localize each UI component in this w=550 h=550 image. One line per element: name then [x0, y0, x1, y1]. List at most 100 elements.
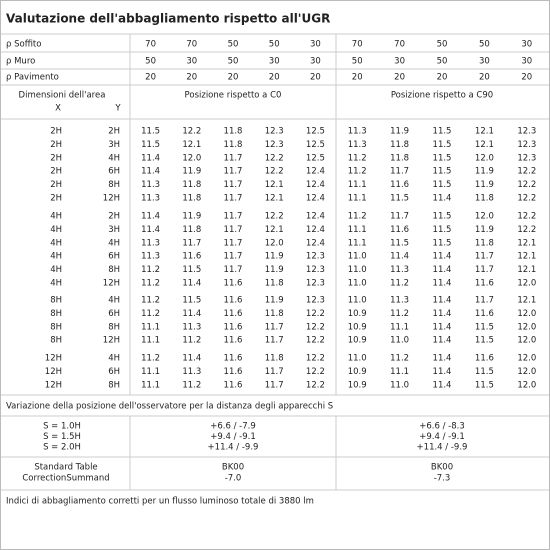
y-header: Y	[114, 104, 121, 114]
ugr-value: 12.3	[306, 296, 325, 306]
ugr-value: 12.3	[306, 265, 325, 275]
ugr-value: 11.8	[265, 279, 284, 289]
area-y: 6H	[108, 309, 120, 319]
footer: Indici di abbagliamento corretti per un …	[6, 497, 314, 507]
ugr-value: 11.9	[475, 225, 494, 235]
area-x: 8H	[50, 309, 62, 319]
ugr-value: 11.2	[182, 380, 201, 390]
ugr-value: 11.7	[224, 212, 243, 222]
ugr-value: 11.3	[141, 180, 160, 190]
area-x: 4H	[50, 265, 62, 275]
reflectance-label: ρ Soffito	[6, 40, 41, 50]
ugr-value: 11.1	[141, 380, 160, 390]
reflectance-value: 70	[352, 40, 363, 50]
area-y: 4H	[108, 153, 120, 163]
ugr-value: 11.7	[390, 212, 409, 222]
reflectance-value: 50	[228, 57, 239, 67]
ugr-value: 11.1	[390, 367, 409, 377]
ugr-value: 12.4	[306, 225, 325, 235]
ugr-value: 12.2	[265, 167, 284, 177]
ugr-value: 12.2	[517, 180, 536, 190]
reflectance-value: 20	[521, 73, 532, 83]
ugr-value: 12.1	[265, 194, 284, 204]
area-y: 12H	[103, 336, 120, 346]
area-y: 8H	[108, 180, 120, 190]
ugr-value: 11.5	[141, 140, 160, 150]
reflectance-value: 30	[479, 57, 490, 67]
ugr-value: 11.7	[390, 167, 409, 177]
ugr-value: 11.4	[182, 354, 201, 364]
ugr-value: 11.6	[475, 279, 494, 289]
ugr-value: 11.5	[475, 380, 494, 390]
ugr-value: 11.8	[182, 180, 201, 190]
ugr-value: 10.9	[348, 322, 367, 332]
ugr-value: 12.2	[182, 127, 201, 137]
area-x: 12H	[45, 367, 62, 377]
ugr-value: 11.7	[265, 367, 284, 377]
area-x: 4H	[50, 238, 62, 248]
ugr-value: 11.7	[224, 252, 243, 262]
reflectance-value: 50	[269, 40, 280, 50]
reflectance-value: 30	[521, 40, 532, 50]
ugr-value: 10.9	[348, 309, 367, 319]
reflectance-value: 50	[437, 40, 448, 50]
area-header: Dimensioni dell'area	[19, 91, 106, 101]
ugr-value: 12.3	[517, 127, 536, 137]
ugr-value: 12.1	[517, 265, 536, 275]
ugr-value: 11.9	[475, 180, 494, 190]
ugr-value: 12.2	[306, 380, 325, 390]
area-x: 12H	[45, 380, 62, 390]
ugr-value: 11.0	[348, 252, 367, 262]
ugr-value: 11.6	[390, 180, 409, 190]
ugr-value: 11.8	[475, 238, 494, 248]
ugr-value: 12.1	[517, 296, 536, 306]
ugr-value: 11.2	[141, 279, 160, 289]
ugr-value: 11.0	[348, 354, 367, 364]
ugr-value: 11.4	[433, 336, 452, 346]
ugr-value: 11.4	[390, 252, 409, 262]
ugr-value: 11.5	[141, 127, 160, 137]
ugr-value: 11.8	[182, 225, 201, 235]
ugr-value: 11.9	[265, 296, 284, 306]
ugr-value: 11.5	[475, 336, 494, 346]
ugr-value: 11.5	[433, 212, 452, 222]
ugr-value: 11.1	[348, 225, 367, 235]
ugr-value: 12.2	[306, 322, 325, 332]
reflectance-value: 50	[352, 57, 363, 67]
ugr-value: 11.4	[433, 380, 452, 390]
ugr-value: 11.1	[141, 322, 160, 332]
ugr-value: 11.1	[348, 194, 367, 204]
ugr-value: 12.0	[517, 336, 536, 346]
ugr-value: 11.8	[224, 127, 243, 137]
ugr-value: 11.7	[224, 225, 243, 235]
ugr-value: 11.5	[390, 194, 409, 204]
ugr-value: 12.0	[265, 238, 284, 248]
area-y: 4H	[108, 354, 120, 364]
area-y: 2H	[108, 127, 120, 137]
reflectance-value: 30	[310, 57, 321, 67]
ugr-value: 12.2	[306, 336, 325, 346]
area-x: 4H	[50, 225, 62, 235]
reflectance-value: 20	[228, 73, 239, 83]
reflectance-value: 30	[521, 57, 532, 67]
ugr-value: 12.2	[517, 225, 536, 235]
ugr-value: 11.4	[433, 309, 452, 319]
ugr-value: 11.4	[433, 265, 452, 275]
area-x: 2H	[50, 127, 62, 137]
ugr-value: 11.6	[224, 380, 243, 390]
ugr-value: 12.1	[517, 238, 536, 248]
ugr-value: 11.5	[182, 265, 201, 275]
ugr-value: 12.0	[475, 153, 494, 163]
ugr-value: 11.2	[141, 265, 160, 275]
ugr-value: 11.6	[224, 296, 243, 306]
ugr-value: 11.6	[390, 225, 409, 235]
ugr-value: 11.0	[390, 336, 409, 346]
ugr-value: 11.4	[433, 194, 452, 204]
ugr-value: 11.2	[141, 309, 160, 319]
ugr-value: 12.5	[306, 127, 325, 137]
ugr-value: 11.9	[182, 212, 201, 222]
ugr-value: 11.5	[433, 225, 452, 235]
ugr-value: 12.0	[517, 309, 536, 319]
ugr-value: 11.9	[265, 265, 284, 275]
